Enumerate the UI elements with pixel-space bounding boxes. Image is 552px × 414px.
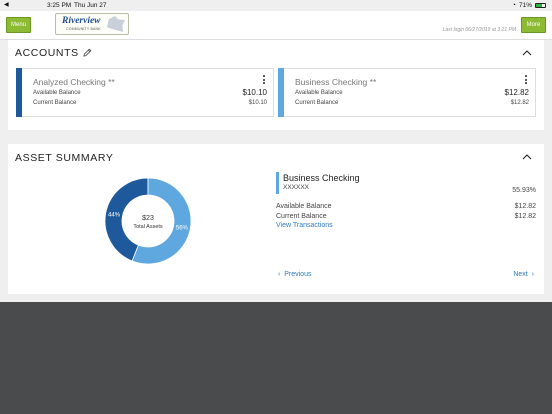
current-balance-value: $12.82 <box>510 100 529 106</box>
logo-subtitle: COMMUNITY BANK <box>66 27 101 31</box>
status-time: 3:25 PM <box>47 2 72 9</box>
current-balance-label: Current Balance <box>276 213 327 220</box>
account-tile-business-checking[interactable]: Business Checking ** Available Balance $… <box>278 68 536 117</box>
account-color-bar <box>278 68 284 117</box>
battery-percent: 71% <box>518 2 532 9</box>
bank-logo[interactable]: Riverview COMMUNITY BANK <box>55 13 129 35</box>
available-balance-value: $12.82 <box>514 203 536 210</box>
app-header: Menu Riverview COMMUNITY BANK Last login… <box>0 11 552 40</box>
next-button[interactable]: Next › <box>513 271 534 278</box>
available-balance-value: $10.10 <box>242 88 267 97</box>
logo-state-shape <box>107 16 125 32</box>
view-transactions-link[interactable]: View Transactions <box>276 222 333 229</box>
donut-slice[interactable] <box>131 177 191 265</box>
available-balance-value: $12.82 <box>504 88 529 97</box>
donut-slice[interactable] <box>105 177 149 262</box>
available-balance-label: Available Balance <box>276 203 332 210</box>
selected-account-percent: 55.93% <box>512 187 536 194</box>
current-balance-label: Current Balance <box>33 100 77 106</box>
available-balance-row: Available Balance $12.82 <box>276 203 536 210</box>
donut-total-label: Total Assets <box>133 224 163 230</box>
accounts-title: ACCOUNTS <box>15 47 79 59</box>
last-login-text: Last login 06/27/2019 at 3:21 PM <box>442 27 516 33</box>
current-balance-row: Current Balance $12.82 <box>276 213 536 220</box>
current-balance-label: Current Balance <box>295 100 339 106</box>
account-tile-analyzed-checking[interactable]: Analyzed Checking ** Available Balance $… <box>16 68 274 117</box>
selected-color-bar <box>276 172 279 194</box>
wifi-icon: ◔ <box>511 2 516 9</box>
selected-account-name: Business Checking <box>283 173 360 183</box>
kebab-menu-icon[interactable] <box>525 75 528 86</box>
logo-name: Riverview <box>62 16 101 26</box>
edit-pencil-icon[interactable] <box>83 48 92 57</box>
chevron-right-icon: › <box>529 271 534 278</box>
battery-icon <box>535 3 546 8</box>
selected-account-number: XXXXXX <box>283 184 310 191</box>
status-bar: ◀ 3:25 PM Thu Jun 27 ◔ 71% <box>0 0 552 11</box>
available-balance-label: Available Balance <box>295 90 343 96</box>
asset-summary-title: ASSET SUMMARY <box>15 152 114 164</box>
previous-button[interactable]: ‹ Previous <box>278 271 311 278</box>
current-balance-value: $12.82 <box>514 213 536 220</box>
asset-donut-chart[interactable]: $23 Total Assets 56% 44% <box>105 176 191 266</box>
status-right: ◔ 71% <box>512 2 546 9</box>
current-balance-value: $10.10 <box>248 100 267 106</box>
menu-button[interactable]: Menu <box>6 17 31 33</box>
back-arrow-icon[interactable]: ◀ <box>4 2 9 8</box>
previous-label: Previous <box>284 271 312 278</box>
kebab-menu-icon[interactable] <box>263 75 266 86</box>
collapse-caret-icon[interactable] <box>522 50 532 56</box>
donut-slice-label: 56% <box>176 225 189 231</box>
donut-total-value: $23 <box>142 215 154 222</box>
account-name: Business Checking ** <box>295 77 377 87</box>
accounts-card: ACCOUNTS Analyzed Checking ** Available … <box>8 40 544 130</box>
available-balance-label: Available Balance <box>33 90 81 96</box>
account-color-bar <box>16 68 22 117</box>
collapse-caret-icon[interactable] <box>522 154 532 160</box>
more-button[interactable]: More <box>521 17 546 33</box>
donut-slice-label: 44% <box>108 213 121 219</box>
account-name: Analyzed Checking ** <box>33 77 115 87</box>
chevron-left-icon: ‹ <box>278 271 283 278</box>
asset-summary-card: ASSET SUMMARY $23 Total Assets 56% 44% Bu… <box>8 144 544 294</box>
next-label: Next <box>513 271 528 278</box>
status-date: Thu Jun 27 <box>74 2 107 9</box>
